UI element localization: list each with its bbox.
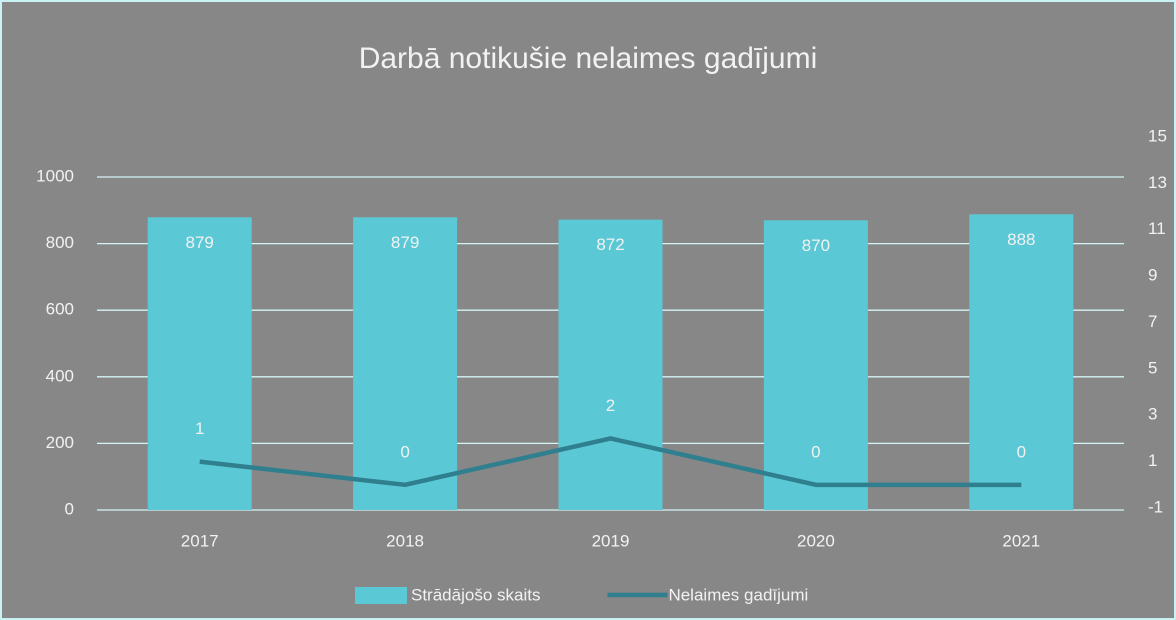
y-tick-label: 800 (46, 233, 74, 252)
line-value-label: 0 (1017, 442, 1026, 461)
y2-tick-label: 13 (1148, 173, 1167, 192)
y2-tick-label: 9 (1148, 266, 1157, 285)
line-value-label: 1 (195, 419, 204, 438)
y2-tick-label: 3 (1148, 405, 1157, 424)
line-value-label: 0 (400, 442, 409, 461)
y2-tick-label: 5 (1148, 358, 1157, 377)
legend-swatch (355, 587, 407, 604)
y2-tick-label: 11 (1148, 219, 1166, 238)
y2-tick-label: 1 (1148, 451, 1157, 470)
bar (558, 219, 663, 510)
bar (147, 217, 252, 510)
x-tick-label: 2017 (181, 531, 219, 550)
legend-label: Strādājošo skaits (411, 585, 540, 604)
y-tick-label: 600 (46, 300, 74, 319)
x-tick-label: 2019 (592, 531, 630, 550)
y2-tick-label: 15 (1148, 126, 1167, 145)
x-tick-label: 2020 (797, 531, 835, 550)
y-tick-label: 400 (46, 366, 74, 385)
y-tick-label: 0 (65, 499, 74, 518)
bar (763, 220, 868, 511)
legend-label: Nelaimes gadījumi (668, 585, 808, 604)
line-value-label: 2 (606, 396, 615, 415)
x-tick-label: 2021 (1002, 531, 1040, 550)
y-tick-label: 200 (46, 433, 74, 452)
line (199, 436, 1022, 488)
bar-value-label: 879 (186, 233, 214, 252)
bar-value-label: 879 (391, 233, 419, 252)
y2-tick-label: -1 (1148, 497, 1163, 516)
bar-value-label: 888 (1007, 230, 1035, 249)
bar-value-label: 872 (596, 235, 624, 254)
x-tick-label: 2018 (386, 531, 424, 550)
y-tick-label: 1000 (36, 166, 74, 185)
bar-value-label: 870 (802, 236, 830, 255)
bar (969, 214, 1074, 510)
bar (353, 217, 458, 510)
line-value-label: 0 (811, 442, 820, 461)
y2-tick-label: 7 (1148, 312, 1157, 331)
chart-title: Darbā notikušie nelaimes gadījumi (359, 42, 818, 75)
